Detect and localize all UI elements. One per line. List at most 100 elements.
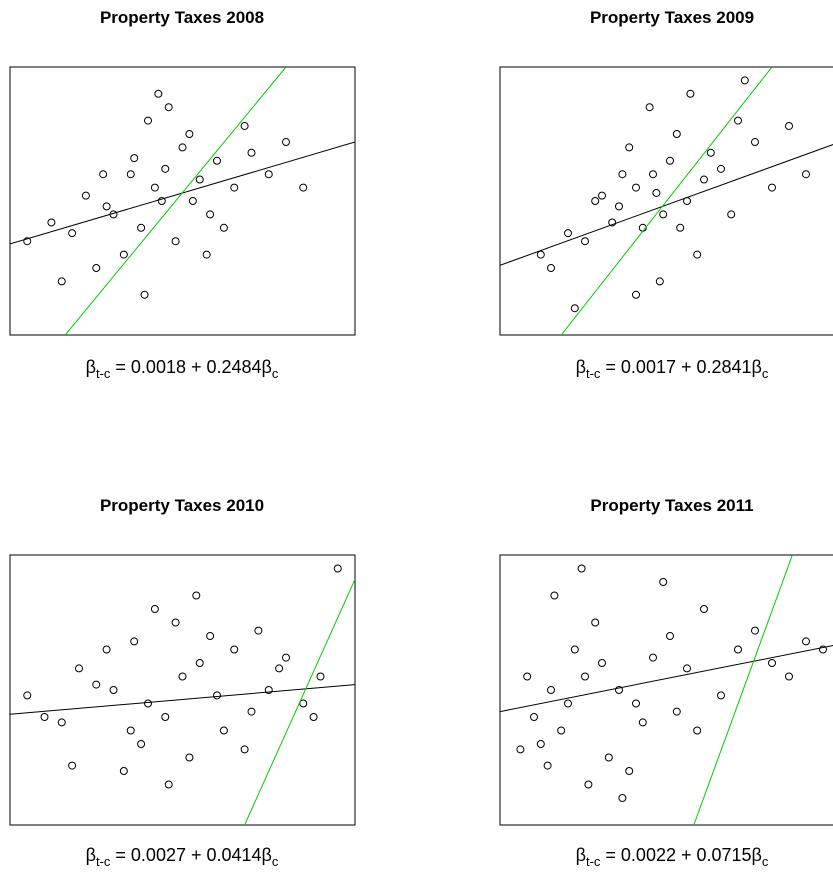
point (693, 250, 702, 259)
point (536, 740, 545, 748)
point (206, 210, 215, 219)
equation-subscript: c (272, 366, 279, 381)
point (137, 223, 146, 232)
point (547, 686, 555, 694)
point (195, 175, 204, 184)
point (161, 164, 170, 173)
point (219, 223, 228, 232)
point (632, 699, 640, 708)
point (137, 740, 146, 748)
fit-line (244, 579, 355, 825)
fit-line (560, 67, 773, 335)
point (584, 780, 593, 789)
chart-title: Property Taxes 2008 (100, 8, 264, 27)
point (523, 672, 532, 681)
point (700, 605, 708, 613)
point (652, 188, 661, 197)
point (92, 264, 101, 272)
point (126, 726, 135, 735)
point (751, 138, 759, 147)
point (23, 691, 32, 700)
point (530, 713, 538, 721)
point (615, 202, 623, 211)
point (768, 659, 776, 667)
point (102, 645, 111, 654)
panel: Property Taxes 2011 βt-c = 0.0022 + 0.071… (499, 496, 833, 869)
point (550, 591, 559, 600)
plot-area (10, 67, 355, 335)
point (247, 707, 256, 716)
equation: βt-c = 0.0022 + 0.0715βc (576, 845, 769, 869)
equation-lhs: β (86, 357, 96, 377)
point (171, 618, 180, 627)
point (192, 591, 201, 600)
point (47, 218, 56, 227)
point (309, 713, 318, 721)
point (564, 229, 572, 238)
point (161, 713, 170, 721)
point (178, 143, 187, 152)
point (536, 250, 545, 259)
point (75, 664, 83, 673)
point (672, 707, 681, 716)
point (666, 632, 674, 640)
point (275, 664, 284, 673)
point (68, 761, 77, 770)
point (615, 686, 623, 694)
point (130, 154, 139, 163)
equation-rhs: = 0.0018 + 0.2484β (110, 357, 272, 377)
point (570, 304, 579, 313)
point (734, 645, 742, 654)
fit-line (693, 555, 793, 825)
fit-line (64, 67, 287, 335)
equation-rhs: = 0.0022 + 0.0715β (600, 845, 762, 865)
point (119, 767, 128, 775)
point (57, 277, 66, 286)
point (768, 183, 776, 192)
point (717, 691, 725, 700)
point (618, 794, 627, 802)
point (557, 726, 566, 735)
point (126, 170, 135, 179)
equation-subscript: c (762, 366, 769, 381)
point (591, 197, 600, 205)
chart-title: Property Taxes 2010 (100, 496, 264, 515)
point (659, 578, 668, 586)
point (666, 156, 674, 165)
point (686, 89, 695, 98)
chart-title: Property Taxes 2011 (590, 496, 753, 515)
panel: Property Taxes 2010 βt-c = 0.0027 + 0.041… (9, 496, 356, 869)
fit-line (500, 644, 833, 713)
point (577, 564, 586, 573)
point (655, 277, 664, 286)
equation-subscript: t-c (96, 854, 111, 869)
point (333, 564, 342, 573)
equation-rhs: = 0.0017 + 0.2841β (600, 357, 762, 377)
plot-area (500, 67, 833, 335)
point (154, 89, 163, 98)
point (40, 713, 49, 721)
point (683, 664, 691, 673)
point (57, 718, 66, 727)
point (240, 121, 249, 130)
point (581, 237, 589, 246)
point (740, 76, 749, 85)
point (299, 699, 308, 708)
point (144, 116, 152, 125)
point (81, 191, 90, 200)
point (632, 290, 640, 299)
point (672, 130, 681, 138)
point (213, 691, 221, 700)
equation-subscript: t-c (96, 366, 111, 381)
panel: Property Taxes 2008 βt-c = 0.0018 + 0.248… (9, 8, 356, 381)
plot-frame (499, 66, 833, 336)
point (625, 143, 634, 152)
point (178, 672, 187, 681)
point (564, 699, 572, 708)
plot-area (500, 555, 833, 825)
point (144, 699, 152, 708)
point (219, 726, 228, 735)
point (150, 605, 159, 613)
point (247, 148, 256, 157)
